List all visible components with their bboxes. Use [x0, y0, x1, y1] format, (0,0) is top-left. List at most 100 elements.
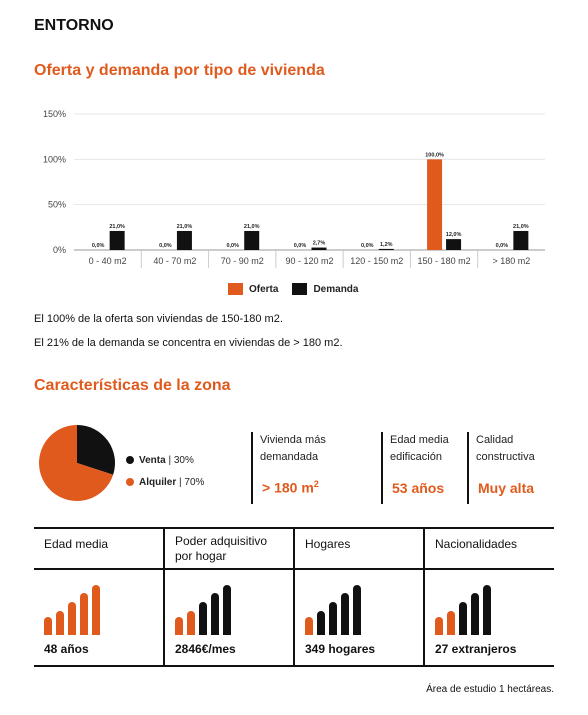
- data-label: 2,7%: [313, 241, 326, 247]
- level-bar: [44, 617, 52, 635]
- data-label: 0,0%: [226, 243, 239, 249]
- x-tick-label: 120 - 150 m2: [350, 256, 403, 266]
- bar-demanda: [446, 239, 462, 250]
- level-bar: [92, 585, 100, 635]
- venta-dot-icon: [126, 456, 134, 465]
- kpi-label: edificación: [390, 451, 442, 463]
- footer-note: Área de estudio 1 hectáreas.: [426, 684, 554, 695]
- stats-column-divider: [163, 529, 165, 667]
- y-tick-label: 100%: [43, 154, 66, 164]
- pie-slice-alquiler: [38, 425, 114, 501]
- pie-legend-venta-label: Venta: [139, 455, 166, 466]
- level-bar: [187, 611, 195, 635]
- chart-title: Oferta y demanda por tipo de vivienda: [34, 62, 325, 79]
- bar-demanda: [513, 230, 529, 250]
- chart-note-2: El 21% de la demanda se concentra en viv…: [34, 337, 343, 349]
- level-bar: [56, 611, 64, 635]
- stat-heading: Hogares: [305, 537, 351, 551]
- level-bar: [223, 585, 231, 635]
- stat-edad-media: Edad media 48 años: [34, 529, 163, 667]
- level-bar: [329, 602, 337, 635]
- stats-table: Edad media 48 años Poder adquisitivo por …: [34, 527, 554, 667]
- stat-heading: Edad media: [44, 537, 109, 551]
- legend-swatch-demanda: [292, 283, 308, 295]
- pie-slice-venta: [77, 425, 115, 475]
- pie-legend-venta-pct: 30%: [173, 455, 194, 466]
- chart-legend: Oferta Demanda: [228, 283, 358, 295]
- kpi-label: Edad media: [390, 434, 449, 446]
- stat-value: 27 extranjeros: [435, 642, 517, 656]
- kpi-label: Vivienda más: [260, 434, 326, 446]
- x-tick-label: > 180 m2: [492, 256, 530, 266]
- data-label: 0,0%: [294, 243, 307, 249]
- stat-hogares: Hogares 349 hogares: [295, 529, 423, 667]
- legend-item-oferta: Oferta: [228, 283, 278, 295]
- kpi-value: Muy alta: [478, 480, 535, 496]
- legend-item-demanda: Demanda: [292, 283, 358, 295]
- y-tick-label: 150%: [43, 109, 66, 119]
- data-label: 21,0%: [244, 224, 260, 230]
- stat-value: 2846€/mes: [175, 642, 236, 656]
- kpi-vivienda-demandada: Vivienda más demandada > 180 m2: [251, 432, 376, 504]
- kpi-edad-edificacion: Edad media edificación 53 años: [381, 432, 463, 504]
- pie-legend: Venta | 30% Alquiler | 70%: [126, 450, 204, 494]
- bar-demanda: [109, 230, 125, 250]
- pie-legend-alquiler: Alquiler | 70%: [126, 472, 204, 494]
- alquiler-dot-icon: [126, 478, 134, 487]
- level-bar: [341, 593, 349, 635]
- zona-title: Características de la zona: [34, 377, 231, 394]
- x-tick-label: 150 - 180 m2: [418, 256, 471, 266]
- data-label: 12,0%: [446, 232, 462, 238]
- data-label: 21,0%: [177, 224, 193, 230]
- data-label: 0,0%: [496, 243, 509, 249]
- data-label: 21,0%: [109, 224, 125, 230]
- data-label: 100,0%: [425, 152, 444, 158]
- level-bar: [471, 593, 479, 635]
- legend-label-demanda: Demanda: [313, 283, 359, 295]
- stat-heading: Poder adquisitivo por hogar: [175, 534, 268, 563]
- tenure-pie-chart: [38, 424, 116, 502]
- data-label: 0,0%: [159, 243, 172, 249]
- data-label: 1,2%: [380, 242, 393, 248]
- bar-oferta: [427, 159, 443, 250]
- legend-label-oferta: Oferta: [249, 283, 279, 295]
- level-bars-icon: [305, 583, 375, 635]
- stat-nacionalidades: Nacionalidades 27 extranjeros: [425, 529, 554, 667]
- pie-legend-alquiler-pct: 70%: [184, 477, 205, 488]
- level-bar: [447, 611, 455, 635]
- stats-column-divider: [423, 529, 425, 667]
- kpi-label: demandada: [260, 451, 319, 463]
- stat-value: 48 años: [44, 642, 89, 656]
- offer-demand-chart: 0% 50% 100% 150% 0 - 40 m2 0,0% 21,0% 40 - 70 m…: [43, 109, 545, 268]
- x-tick-label: 40 - 70 m2: [153, 256, 196, 266]
- level-bar: [68, 602, 76, 635]
- level-bar: [211, 593, 219, 635]
- x-tick-label: 70 - 90 m2: [221, 256, 264, 266]
- section-title: ENTORNO: [34, 17, 114, 34]
- y-tick-label: 0%: [53, 245, 66, 255]
- level-bars-icon: [44, 583, 114, 635]
- level-bar: [483, 585, 491, 635]
- kpi-value: > 180 m2: [262, 479, 319, 496]
- level-bar: [435, 617, 443, 635]
- level-bar: [305, 617, 313, 635]
- kpi-calidad-constructiva: Calidad constructiva Muy alta: [467, 432, 557, 504]
- bar-demanda: [176, 230, 192, 250]
- level-bars-icon: [435, 583, 505, 635]
- kpi-label: Calidad: [476, 434, 514, 446]
- stat-value: 349 hogares: [305, 642, 376, 656]
- data-label: 21,0%: [513, 224, 529, 230]
- bar-demanda: [244, 230, 260, 250]
- bar-demanda: [311, 247, 327, 250]
- stat-poder-adquisitivo: Poder adquisitivo por hogar 2846€/mes: [165, 529, 293, 667]
- x-tick-label: 0 - 40 m2: [89, 256, 127, 266]
- data-label: 0,0%: [92, 243, 105, 249]
- chart-note-1: El 100% de la oferta son viviendas de 15…: [34, 313, 283, 325]
- level-bar: [80, 593, 88, 635]
- level-bar: [353, 585, 361, 635]
- stat-heading: Nacionalidades: [435, 537, 518, 551]
- kpi-label: constructiva: [476, 451, 535, 463]
- x-tick-label: 90 - 120 m2: [285, 256, 333, 266]
- level-bar: [175, 617, 183, 635]
- level-bar: [317, 611, 325, 635]
